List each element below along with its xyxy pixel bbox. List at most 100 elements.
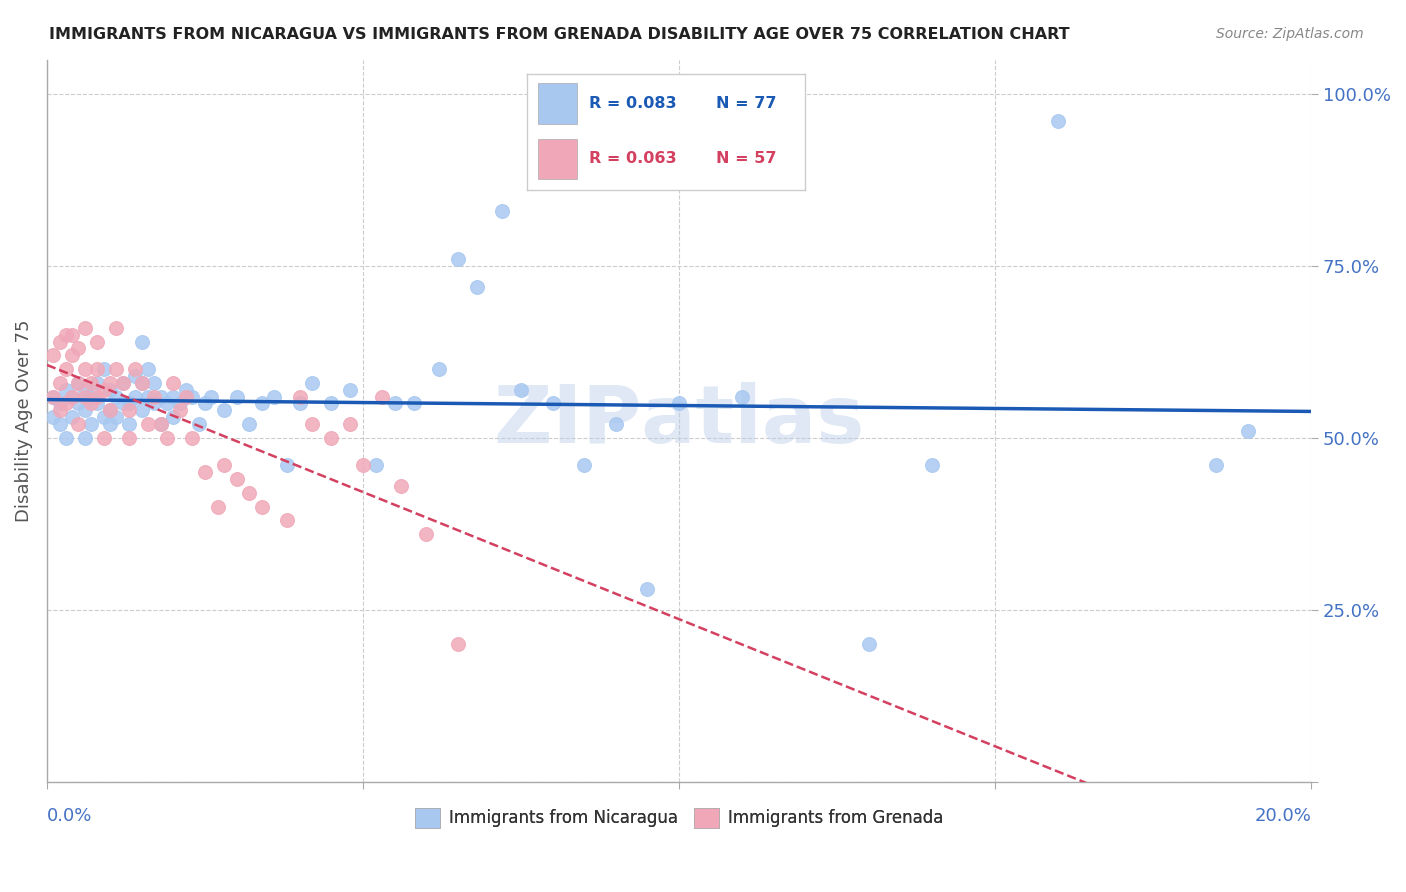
Point bbox=[194, 465, 217, 479]
Point bbox=[1205, 458, 1227, 473]
Legend: Immigrants from Nicaragua, Immigrants from Grenada: Immigrants from Nicaragua, Immigrants fr… bbox=[409, 801, 949, 835]
Point bbox=[42, 348, 65, 362]
Point bbox=[187, 417, 209, 431]
Point bbox=[136, 417, 159, 431]
Point bbox=[118, 403, 141, 417]
Text: Source: ZipAtlas.com: Source: ZipAtlas.com bbox=[1216, 27, 1364, 41]
Point bbox=[465, 279, 488, 293]
Point bbox=[169, 396, 191, 410]
Point bbox=[1047, 114, 1070, 128]
Point bbox=[149, 390, 172, 404]
Point bbox=[73, 383, 96, 397]
Point bbox=[93, 383, 115, 397]
Point bbox=[80, 376, 103, 390]
Point bbox=[169, 403, 191, 417]
Point bbox=[250, 500, 273, 514]
Point bbox=[364, 458, 387, 473]
Point bbox=[858, 637, 880, 651]
Point bbox=[60, 348, 83, 362]
Point bbox=[73, 431, 96, 445]
Point bbox=[60, 390, 83, 404]
Point bbox=[98, 403, 121, 417]
Point bbox=[238, 417, 260, 431]
Point bbox=[48, 396, 70, 410]
Point bbox=[156, 396, 179, 410]
Point bbox=[105, 410, 128, 425]
Y-axis label: Disability Age Over 75: Disability Age Over 75 bbox=[15, 319, 32, 522]
Text: ZIP​atlas: ZIP​atlas bbox=[494, 382, 865, 459]
Point bbox=[921, 458, 943, 473]
Point bbox=[415, 527, 437, 541]
Point bbox=[48, 376, 70, 390]
Point bbox=[301, 417, 323, 431]
Point bbox=[288, 390, 311, 404]
Point bbox=[225, 390, 247, 404]
Point bbox=[67, 396, 90, 410]
Point bbox=[55, 396, 77, 410]
Point bbox=[67, 376, 90, 390]
Point bbox=[98, 417, 121, 431]
Point bbox=[276, 513, 298, 527]
Point bbox=[60, 390, 83, 404]
Point bbox=[181, 390, 204, 404]
Point bbox=[339, 417, 361, 431]
Point bbox=[276, 458, 298, 473]
Point bbox=[86, 396, 108, 410]
Point bbox=[402, 396, 425, 410]
Point bbox=[636, 582, 658, 596]
Point bbox=[105, 320, 128, 334]
Point bbox=[105, 390, 128, 404]
Point bbox=[162, 390, 184, 404]
Point bbox=[55, 362, 77, 376]
Point bbox=[174, 383, 197, 397]
Point bbox=[136, 390, 159, 404]
Point bbox=[384, 396, 406, 410]
Point bbox=[238, 486, 260, 500]
Point bbox=[98, 403, 121, 417]
Point bbox=[131, 376, 153, 390]
Point bbox=[118, 431, 141, 445]
Point bbox=[48, 417, 70, 431]
Point bbox=[149, 417, 172, 431]
Point bbox=[181, 431, 204, 445]
Point bbox=[111, 376, 134, 390]
Point bbox=[93, 410, 115, 425]
Text: 20.0%: 20.0% bbox=[1254, 807, 1312, 825]
Point bbox=[111, 376, 134, 390]
Point bbox=[541, 396, 564, 410]
Point bbox=[48, 403, 70, 417]
Point bbox=[131, 403, 153, 417]
Point bbox=[124, 390, 146, 404]
Point bbox=[131, 334, 153, 349]
Point bbox=[200, 390, 222, 404]
Point bbox=[447, 252, 470, 266]
Point bbox=[67, 417, 90, 431]
Point bbox=[86, 362, 108, 376]
Point bbox=[124, 368, 146, 383]
Point bbox=[352, 458, 374, 473]
Point bbox=[288, 396, 311, 410]
Point bbox=[143, 376, 166, 390]
Point bbox=[389, 479, 412, 493]
Text: IMMIGRANTS FROM NICARAGUA VS IMMIGRANTS FROM GRENADA DISABILITY AGE OVER 75 CORR: IMMIGRANTS FROM NICARAGUA VS IMMIGRANTS … bbox=[49, 27, 1070, 42]
Point bbox=[80, 390, 103, 404]
Point bbox=[212, 458, 235, 473]
Point bbox=[73, 403, 96, 417]
Point bbox=[605, 417, 627, 431]
Point bbox=[124, 362, 146, 376]
Point bbox=[250, 396, 273, 410]
Point bbox=[55, 431, 77, 445]
Point bbox=[60, 410, 83, 425]
Point bbox=[143, 390, 166, 404]
Point bbox=[98, 383, 121, 397]
Point bbox=[263, 390, 285, 404]
Point bbox=[668, 396, 690, 410]
Point bbox=[574, 458, 596, 473]
Point bbox=[67, 342, 90, 356]
Point bbox=[80, 396, 103, 410]
Point bbox=[427, 362, 450, 376]
Point bbox=[194, 396, 217, 410]
Point bbox=[98, 376, 121, 390]
Point bbox=[86, 334, 108, 349]
Point bbox=[42, 410, 65, 425]
